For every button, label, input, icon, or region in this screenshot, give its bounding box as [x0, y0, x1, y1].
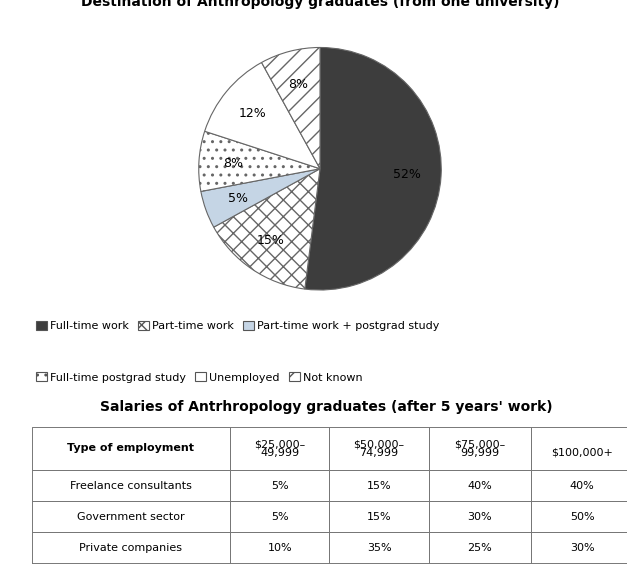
Wedge shape — [262, 47, 320, 169]
Text: 8%: 8% — [288, 78, 308, 91]
Text: 52%: 52% — [393, 168, 421, 181]
Text: 5%: 5% — [228, 192, 248, 205]
Text: 15%: 15% — [367, 480, 391, 491]
Text: 25%: 25% — [467, 543, 492, 553]
Wedge shape — [201, 169, 320, 227]
Text: 40%: 40% — [467, 480, 492, 491]
Text: Freelance consultants: Freelance consultants — [70, 480, 192, 491]
Wedge shape — [199, 131, 320, 192]
Text: 35%: 35% — [367, 543, 391, 553]
Wedge shape — [205, 62, 320, 169]
Wedge shape — [214, 169, 320, 289]
Text: Type of employment: Type of employment — [67, 443, 195, 454]
Wedge shape — [305, 47, 441, 290]
Text: 40%: 40% — [570, 480, 595, 491]
Title: Destination of Anthropology graduates (from one university): Destination of Anthropology graduates (f… — [81, 0, 559, 9]
Text: 30%: 30% — [467, 512, 492, 522]
Text: 30%: 30% — [570, 543, 595, 553]
Text: Government sector: Government sector — [77, 512, 185, 522]
Text: Salaries of Antrhropology graduates (after 5 years' work): Salaries of Antrhropology graduates (aft… — [100, 400, 553, 414]
Text: 5%: 5% — [271, 480, 289, 491]
Text: 8%: 8% — [223, 157, 243, 170]
Text: $100,000+: $100,000+ — [551, 448, 613, 458]
Text: Private companies: Private companies — [79, 543, 182, 553]
Legend: Full-time postgrad study, Unemployed, Not known: Full-time postgrad study, Unemployed, No… — [31, 368, 367, 387]
Text: 5%: 5% — [271, 512, 289, 522]
Text: $25,000–: $25,000– — [254, 439, 305, 449]
Text: 12%: 12% — [239, 106, 267, 120]
Text: 15%: 15% — [257, 235, 285, 248]
Text: 50%: 50% — [570, 512, 595, 522]
Text: 74,999: 74,999 — [360, 448, 399, 458]
Text: $75,000–: $75,000– — [454, 439, 506, 449]
Text: $50,000–: $50,000– — [353, 439, 404, 449]
Text: 99,999: 99,999 — [460, 448, 499, 458]
Text: 10%: 10% — [268, 543, 292, 553]
Text: 49,999: 49,999 — [260, 448, 300, 458]
Text: 15%: 15% — [367, 512, 391, 522]
